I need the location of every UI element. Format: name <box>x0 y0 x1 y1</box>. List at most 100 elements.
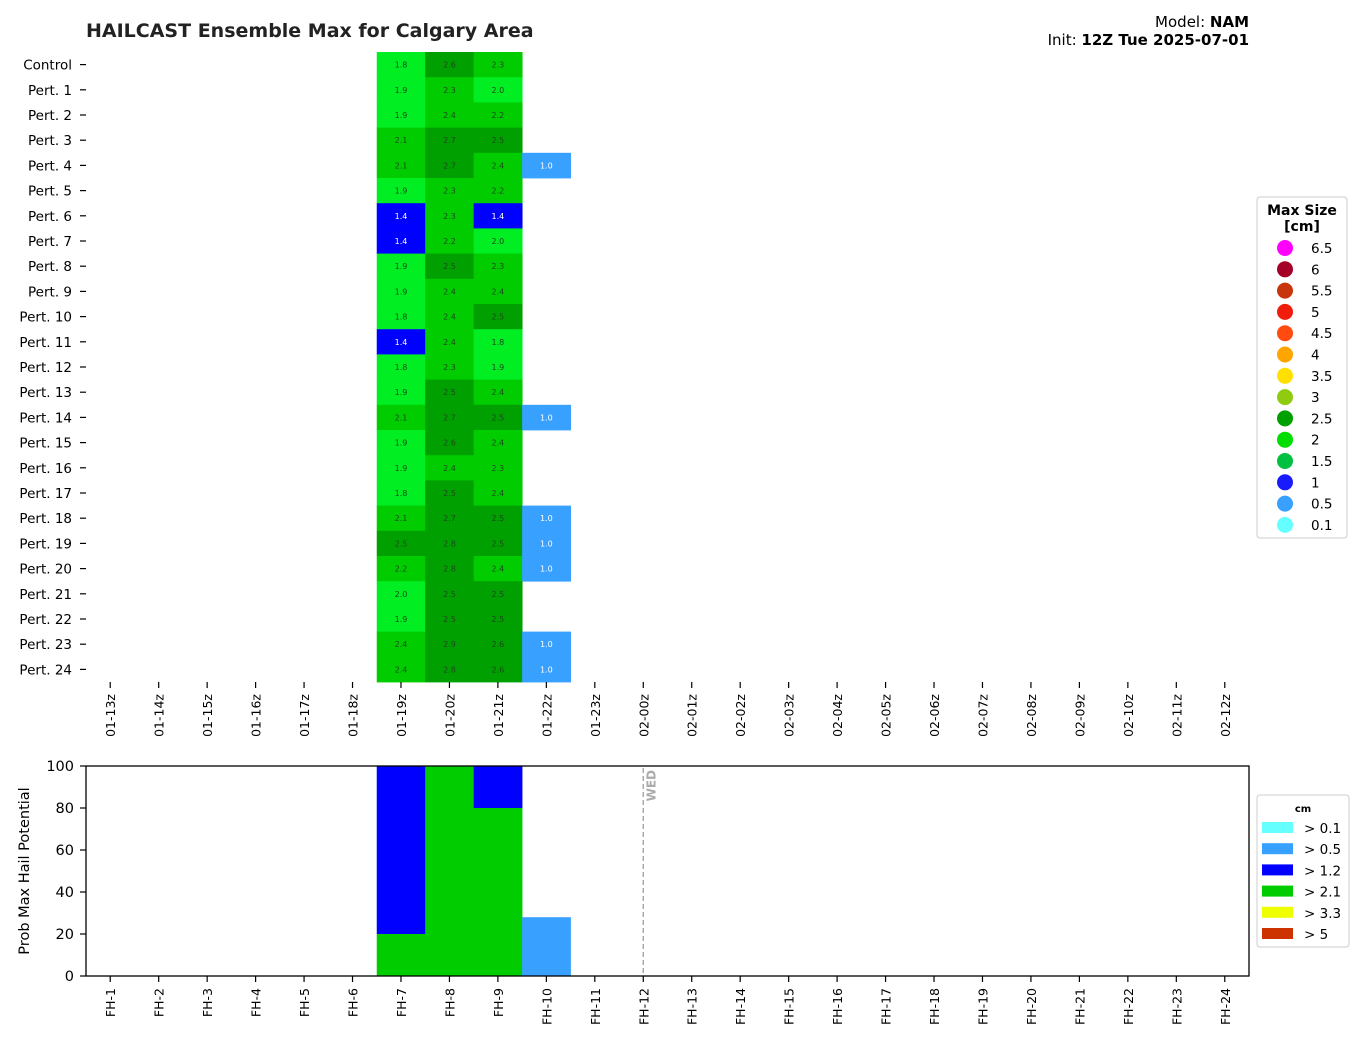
time-label: 02-07z <box>975 694 990 737</box>
heatmap-cell <box>376 203 426 229</box>
heatmap-cell-label: 1.0 <box>540 514 553 523</box>
time-label: 02-09z <box>1072 694 1087 737</box>
time-label: 02-05z <box>879 694 894 737</box>
stacked-bar-segment <box>522 917 571 976</box>
cm-legend: cm > 0.1 > 0.5 > 1.2 > 2.1 > 3.3 > 5 <box>1256 794 1350 948</box>
heatmap-cell <box>522 556 571 582</box>
time-label: 01-19z <box>394 694 409 737</box>
heatmap-cell-label: 2.9 <box>443 640 456 649</box>
heatmap-cell-label: 1.9 <box>395 187 408 196</box>
heatmap-cell-label: 1.0 <box>540 665 553 674</box>
heatmap-cell <box>376 102 426 128</box>
heatmap-cell <box>425 606 475 632</box>
time-label: 01-16z <box>249 694 264 737</box>
heatmap-cell <box>376 77 426 103</box>
heatmap-cell <box>473 278 523 305</box>
legend-label: > 3.3 <box>1304 906 1341 922</box>
heatmap-cell <box>473 102 523 128</box>
heatmap-cell-label: 2.6 <box>443 439 456 448</box>
heatmap-cell-label: 2.8 <box>443 539 456 548</box>
fh-label: FH-6 <box>346 988 361 1017</box>
member-label: Pert. 7 <box>28 234 72 250</box>
heatmap-cell-label: 2.5 <box>492 136 505 145</box>
legend-swatch <box>1262 906 1293 918</box>
heatmap-cell-label: 2.7 <box>443 413 456 422</box>
heatmap-cell <box>473 203 523 229</box>
heatmap-cell-label: 2.4 <box>443 313 456 322</box>
heatmap-cell-label: 2.2 <box>395 565 408 574</box>
member-label: Pert. 21 <box>19 587 72 603</box>
heatmap-cell-label: 2.5 <box>443 615 456 624</box>
legend-marker <box>1277 367 1293 384</box>
time-label: 01-21z <box>491 694 506 737</box>
time-axis: 01-13z 01-14z 01-15z 01-16z 01-17z 01-18z 01-1… <box>103 682 1233 737</box>
heatmap-cell-label: 2.5 <box>443 262 456 271</box>
heatmap-cell <box>425 430 475 456</box>
heatmap-cell-label: 2.4 <box>395 640 408 649</box>
legend-label: 5 <box>1311 305 1320 321</box>
fh-label: FH-10 <box>539 988 554 1025</box>
member-label: Control <box>23 58 72 74</box>
heatmap-cell-label: 2.6 <box>443 61 456 70</box>
legend-label: > 5 <box>1304 927 1328 943</box>
heatmap-cell-label: 2.2 <box>492 111 505 120</box>
heatmap-cell <box>522 656 571 683</box>
fh-label: FH-4 <box>249 988 264 1017</box>
stacked-bar-segment <box>376 934 426 976</box>
fh-label: FH-20 <box>1024 988 1039 1025</box>
heatmap-cell-label: 1.8 <box>492 338 505 347</box>
heatmap-cell <box>473 77 523 103</box>
heatmap-cell-label: 2.8 <box>443 665 456 674</box>
heatmap-cell <box>473 556 523 582</box>
member-label: Pert. 11 <box>19 335 72 351</box>
day-boundary-label: WED <box>644 770 658 801</box>
heatmap-cell-label: 2.4 <box>443 338 456 347</box>
stacked-bar-segment <box>473 766 523 808</box>
heatmap-cell <box>473 430 523 456</box>
prob-tick-label: 40 <box>56 885 74 901</box>
legend-label: 4 <box>1311 348 1320 364</box>
heatmap-cell-label: 1.8 <box>395 489 408 498</box>
member-label: Pert. 4 <box>28 158 72 174</box>
heatmap-cell <box>376 631 426 658</box>
heatmap-cell <box>376 656 426 683</box>
heatmap-cell <box>473 606 523 632</box>
prob-tick-label: 0 <box>65 969 74 985</box>
heatmap-cell <box>473 480 523 506</box>
legend-label: 1.5 <box>1311 454 1332 470</box>
heatmap-cell-label: 2.4 <box>492 161 505 170</box>
prob-axis-label: Prob Max Hail Potential <box>17 787 33 954</box>
heatmap-cell <box>425 354 475 380</box>
heatmap-cell <box>425 152 475 179</box>
legend-title: cm <box>1295 804 1311 815</box>
heatmap-cell <box>425 52 475 78</box>
heatmap-cell-label: 2.0 <box>492 86 505 95</box>
heatmap-cell-label: 2.4 <box>492 565 505 574</box>
heatmap-cell <box>473 178 523 204</box>
model-line: Model: NAM <box>1048 13 1249 31</box>
time-label: 01-14z <box>152 694 167 737</box>
heatmap-cell-label: 1.0 <box>540 413 553 422</box>
member-label: Pert. 1 <box>28 83 72 99</box>
fh-label: FH-12 <box>636 988 651 1025</box>
stacked-bar-segment <box>473 808 523 976</box>
heatmap-cells: 1.8 2.6 2.3 1.9 2.3 2.0 1.9 2.4 2.2 2.1 2.7 2.5 2.1 2… <box>376 52 571 683</box>
member-label: Pert. 12 <box>19 360 72 376</box>
heatmap-cell <box>473 329 523 355</box>
legend-marker <box>1277 474 1293 491</box>
time-label: 02-06z <box>927 694 942 737</box>
legend-label: 6 <box>1311 262 1320 278</box>
heatmap-cell <box>473 304 523 330</box>
fh-label: FH-24 <box>1218 988 1233 1025</box>
heatmap-cell-label: 2.6 <box>492 640 505 649</box>
heatmap-cell <box>522 404 571 431</box>
heatmap-cell-label: 1.0 <box>540 640 553 649</box>
member-axis: Control Pert. 1 Pert. 2 Pert. 3 Pert. 4 Pert.… <box>19 58 86 678</box>
fh-label: FH-15 <box>782 988 797 1025</box>
heatmap-cell <box>376 480 426 506</box>
legend-label: > 0.1 <box>1304 821 1341 837</box>
heatmap-cell <box>376 430 426 456</box>
fh-label: FH-17 <box>879 988 894 1025</box>
heatmap-cell-label: 1.9 <box>395 388 408 397</box>
